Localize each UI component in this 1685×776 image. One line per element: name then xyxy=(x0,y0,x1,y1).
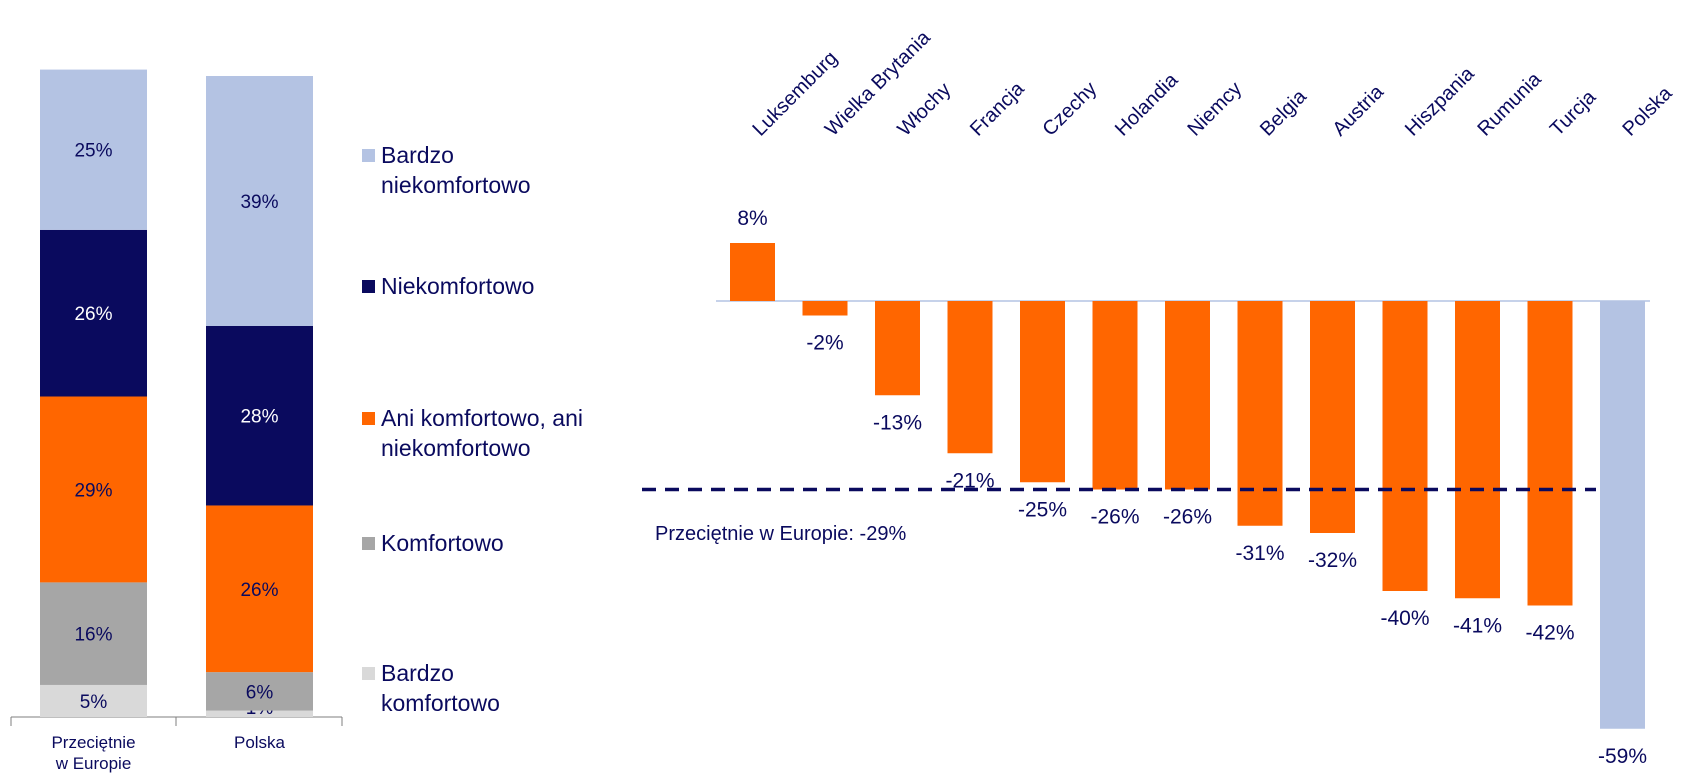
category-label: Rumunia xyxy=(1473,68,1546,141)
data-label: -26% xyxy=(1163,506,1212,529)
bar-segment-bardzo-niekomfortowo xyxy=(40,69,147,230)
bar-segment-niekomfortowo xyxy=(40,229,147,397)
legend-item-komfortowo: Komfortowo xyxy=(362,528,581,558)
legend-item-niekomfortowo: Niekomfortowo xyxy=(362,271,581,301)
category-label: Hiszpania xyxy=(1401,62,1479,140)
data-label: 28% xyxy=(240,407,278,428)
bar-luksemburg xyxy=(730,243,775,301)
legend-swatch xyxy=(362,280,375,293)
data-label: 5% xyxy=(80,692,108,713)
legend-swatch xyxy=(362,412,375,425)
legend-swatch xyxy=(362,667,375,680)
bar-niemcy xyxy=(1165,301,1210,490)
category-label: w Europie xyxy=(55,754,132,773)
data-label: -31% xyxy=(1235,542,1284,565)
bar-rumunia xyxy=(1455,301,1500,599)
diverging-bar-chart: 8%Luksemburg-2%Wielka Brytania-13%Włochy… xyxy=(642,26,1677,768)
bar-segment-komfortowo xyxy=(206,672,313,711)
bar-belgia xyxy=(1237,301,1283,526)
data-label: -13% xyxy=(873,411,922,434)
bar-holandia xyxy=(1092,301,1138,490)
data-label: -2% xyxy=(806,332,843,355)
bar-wlochy xyxy=(875,301,920,396)
data-label: 26% xyxy=(240,580,278,601)
data-label: -26% xyxy=(1090,506,1139,529)
data-label: 39% xyxy=(240,192,278,213)
legend-item-ani: Ani komfortowo, ani niekomfortowo xyxy=(362,403,586,463)
category-label: Polska xyxy=(1618,82,1677,141)
data-label: 26% xyxy=(74,304,112,325)
bar-segment-niekomfortowo xyxy=(206,325,313,506)
data-label: -42% xyxy=(1525,622,1574,645)
data-label: 29% xyxy=(74,480,112,501)
legend-label: Ani komfortowo, ani niekomfortowo xyxy=(381,405,583,461)
legend-swatch xyxy=(362,537,375,550)
average-line-label: Przeciętnie w Europie: -29% xyxy=(655,523,907,545)
legend-label: Komfortowo xyxy=(381,530,504,556)
data-label: 16% xyxy=(74,625,112,646)
data-label: -21% xyxy=(945,469,994,492)
bar-turcja xyxy=(1527,301,1573,606)
category-label: Turcja xyxy=(1546,86,1601,141)
data-label: -40% xyxy=(1380,607,1429,630)
bar-francja xyxy=(947,301,993,454)
category-label: Holandia xyxy=(1111,69,1183,141)
bar-segment-bardzo-niekomfortowo xyxy=(206,76,313,326)
data-label: -25% xyxy=(1018,498,1067,521)
data-label: -59% xyxy=(1598,745,1647,768)
bar-czechy xyxy=(1020,301,1065,483)
bar-segment-komfortowo xyxy=(40,582,147,685)
bar-segment-bardzo-komfortowo xyxy=(206,710,313,717)
category-label: Przeciętnie xyxy=(51,733,135,752)
bar-austria xyxy=(1310,301,1355,533)
category-label: Niemcy xyxy=(1183,78,1246,141)
legend-label: Niekomfortowo xyxy=(381,273,535,299)
legend-label: Bardzo niekomfortowo xyxy=(381,142,531,198)
bar-segment-ani-komfortowo-ani-niekomfortowo xyxy=(40,396,147,583)
bar-segment-bardzo-komfortowo xyxy=(40,684,147,717)
data-label: 25% xyxy=(74,141,112,162)
category-label: Włochy xyxy=(893,79,955,141)
legend-item-bardzo-komfortowo: Bardzo komfortowo xyxy=(362,658,541,718)
category-label: Austria xyxy=(1328,80,1388,140)
data-label: -41% xyxy=(1453,614,1502,637)
bar-hiszpania xyxy=(1382,301,1428,591)
category-label: Polska xyxy=(234,733,286,752)
data-label: -32% xyxy=(1308,549,1357,572)
category-label: Francja xyxy=(966,77,1029,140)
data-label: 6% xyxy=(246,682,274,703)
category-label: Belgia xyxy=(1256,85,1311,140)
data-label: 8% xyxy=(737,207,767,230)
bar-segment-ani-komfortowo-ani-niekomfortowo xyxy=(206,505,313,673)
legend-item-bardzo-niekomfortowo: Bardzo niekomfortowo xyxy=(362,140,581,200)
legend-swatch xyxy=(362,149,375,162)
bar-polska xyxy=(1600,301,1645,729)
bar-wielka-brytania xyxy=(802,301,848,316)
category-label: Czechy xyxy=(1038,78,1101,141)
legend-label: Bardzo komfortowo xyxy=(381,660,500,716)
